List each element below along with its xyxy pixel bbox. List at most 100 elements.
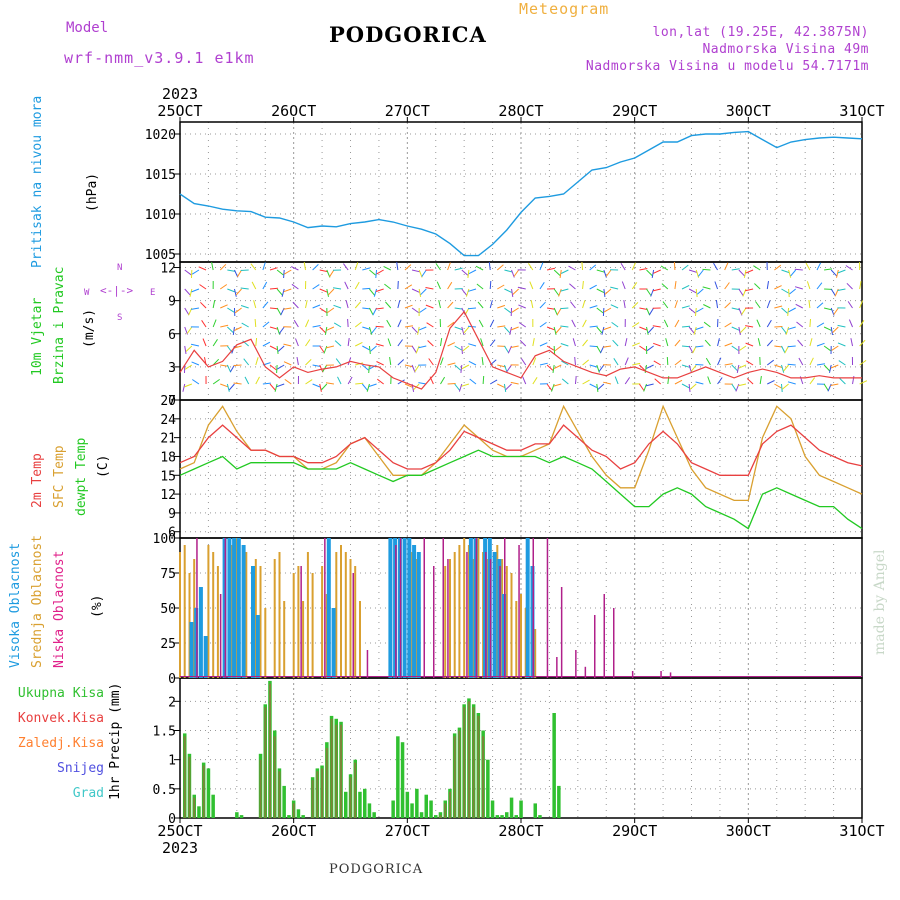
wind-arrow <box>651 269 655 278</box>
wind-arrow <box>643 383 647 392</box>
wind-arrow <box>702 268 711 271</box>
x-tick-label-top: 27OCT <box>385 102 430 120</box>
wind-arrow <box>468 360 477 366</box>
wind-arrow <box>362 326 371 330</box>
x-tick-label-bottom: 30OCT <box>726 822 771 840</box>
precip-total-bar <box>490 800 495 818</box>
wind-arrow <box>717 338 720 347</box>
wind-arrow <box>355 341 363 347</box>
wind-arrow <box>292 301 299 309</box>
precip-total-bar <box>486 759 490 818</box>
cloud-bar <box>340 545 342 678</box>
wind-arrow <box>653 269 661 274</box>
wind-arrow <box>714 281 719 290</box>
wind-arrow <box>539 362 548 366</box>
meteogram-label: Meteogram <box>519 0 610 18</box>
wind-arrow <box>254 318 257 328</box>
wind-arrow <box>255 357 259 366</box>
wind-arrow <box>850 338 854 347</box>
wind-arrow <box>788 269 792 278</box>
precip-conv-bar <box>439 815 442 818</box>
wind-arrow <box>754 283 761 290</box>
wind-arrow <box>234 326 242 331</box>
wind-arrow <box>262 301 269 309</box>
cloud-bar <box>492 552 497 678</box>
wind-arrow <box>191 269 200 275</box>
wind-arrow <box>529 281 534 290</box>
wind-arrow <box>512 288 519 295</box>
wind-arrow <box>605 269 612 277</box>
wind-arrow <box>421 269 427 277</box>
wind-arrow <box>277 345 285 352</box>
wind-arrow <box>305 319 310 328</box>
wind-arrow <box>596 307 604 314</box>
wind-arrow <box>780 383 783 393</box>
wind-arrow <box>823 345 831 352</box>
wind-arrow <box>447 281 453 290</box>
wind-arrow <box>212 378 220 385</box>
wind-arrow <box>740 326 747 334</box>
wind-arrow <box>556 307 562 316</box>
wind-arrow <box>695 345 704 348</box>
y-tick-label: 1.5 <box>153 725 176 740</box>
cloud-bar <box>510 573 513 678</box>
precip-conv-bar <box>325 748 328 818</box>
wind-arrow <box>383 265 391 271</box>
y-tick-label: 1005 <box>145 248 176 263</box>
wind-arrow <box>369 307 374 316</box>
precip-conv-bar <box>482 736 485 818</box>
panel-0: 1005 1010 1015 1020 <box>145 121 863 263</box>
wind-arrow <box>603 307 612 313</box>
wind-arrow <box>284 378 292 385</box>
y-tick-label: 18 <box>160 450 176 465</box>
wind-arrow <box>354 281 360 290</box>
wind-arrow <box>397 300 401 309</box>
wind-arrow <box>736 364 740 373</box>
wind-arrow <box>681 305 690 309</box>
wind-arrow <box>497 364 506 368</box>
wind-arrow <box>411 288 420 293</box>
wind-arrow <box>447 262 451 271</box>
x-tick-label-top: 31OCT <box>839 102 884 120</box>
wind-arrow <box>296 357 299 366</box>
wind-arrow <box>511 307 519 313</box>
wind-arrow <box>291 283 299 290</box>
wind-arrow <box>276 269 284 276</box>
wind-arrow <box>560 288 569 292</box>
cloud-bar <box>300 566 302 678</box>
cloud-bar <box>499 566 501 678</box>
wind-arrow <box>603 381 612 385</box>
precip-total-bar <box>557 785 561 818</box>
precip-total-bar <box>429 800 433 818</box>
wind-arrow <box>703 321 711 328</box>
wind-arrow <box>816 342 825 347</box>
cloud-bar <box>196 538 198 678</box>
wind-arrow <box>848 319 853 328</box>
wind-arrow <box>354 301 361 309</box>
wind-arrow <box>738 288 744 296</box>
wind-arrow <box>411 269 421 273</box>
precip-conv-bar <box>202 765 205 818</box>
wind-arrow <box>837 324 846 328</box>
wind-arrow <box>347 338 350 347</box>
x-year-bottom: 2023 <box>162 839 198 857</box>
wind-dir-n: N <box>117 263 123 273</box>
wind-arrow <box>281 288 285 297</box>
cloud-bar <box>278 552 281 678</box>
wind-arrow <box>703 304 711 309</box>
wind-arrow <box>368 326 373 335</box>
wind-arrow <box>539 342 548 347</box>
wind-arrow <box>325 345 335 349</box>
wind-arrow <box>428 358 434 366</box>
wind-arrow <box>612 339 619 347</box>
wind-arrow <box>283 288 292 293</box>
wind-arrow <box>745 269 754 274</box>
cloud-bar <box>283 601 286 678</box>
cloud-bar <box>444 566 447 678</box>
wind-arrow <box>646 326 649 335</box>
wind-arrow <box>797 339 804 347</box>
wind-arrow <box>262 321 270 328</box>
precip-conv-bar <box>477 715 480 818</box>
cloud-bar <box>594 615 596 678</box>
wind-arrow <box>463 326 470 334</box>
